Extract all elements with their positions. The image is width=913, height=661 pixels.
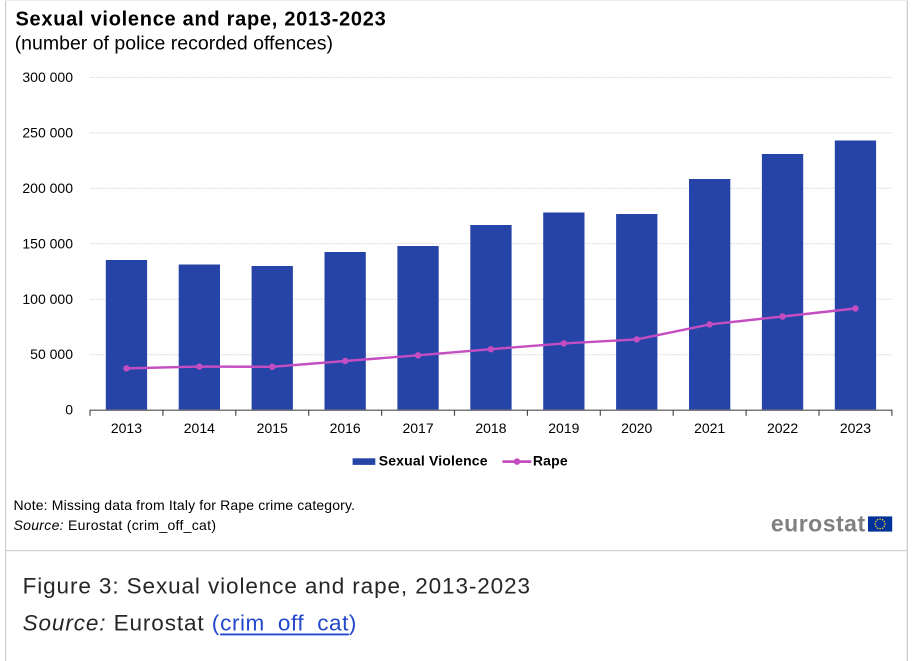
svg-text:2021: 2021 (694, 420, 725, 436)
svg-text:2020: 2020 (621, 420, 652, 436)
svg-text:2015: 2015 (257, 420, 288, 436)
svg-text:2013: 2013 (111, 420, 142, 436)
svg-text:Sexual Violence: Sexual Violence (379, 453, 488, 469)
svg-text:Rape: Rape (533, 453, 568, 469)
svg-text:Source: Eurostat (crim_off_cat: Source: Eurostat (crim_off_cat) (23, 611, 358, 636)
svg-text:250 000: 250 000 (22, 124, 73, 140)
svg-text:(number of police recorded off: (number of police recorded offences) (15, 32, 333, 54)
svg-text:300 000: 300 000 (22, 69, 73, 85)
svg-text:Source: Eurostat (crim_off_cat: Source: Eurostat (crim_off_cat) (14, 517, 217, 533)
svg-text:100 000: 100 000 (22, 291, 73, 307)
svg-text:200 000: 200 000 (22, 180, 73, 196)
svg-text:eurostat: eurostat (771, 511, 866, 537)
svg-text:Figure 3: Sexual violence and: Figure 3: Sexual violence and rape, 2013… (23, 573, 531, 598)
svg-text:2017: 2017 (402, 420, 433, 436)
svg-text:Sexual violence and rape, 2013: Sexual violence and rape, 2013-2023 (16, 8, 387, 30)
svg-text:2019: 2019 (548, 420, 579, 436)
svg-text:150 000: 150 000 (22, 235, 73, 251)
svg-text:2023: 2023 (840, 420, 871, 436)
svg-text:Note: Missing data from Italy: Note: Missing data from Italy for Rape c… (14, 497, 356, 513)
svg-text:2014: 2014 (184, 420, 215, 436)
svg-text:50 000: 50 000 (30, 346, 73, 362)
svg-text:2022: 2022 (767, 420, 798, 436)
svg-text:2016: 2016 (330, 420, 361, 436)
svg-text:0: 0 (65, 402, 73, 418)
svg-text:2018: 2018 (475, 420, 506, 436)
